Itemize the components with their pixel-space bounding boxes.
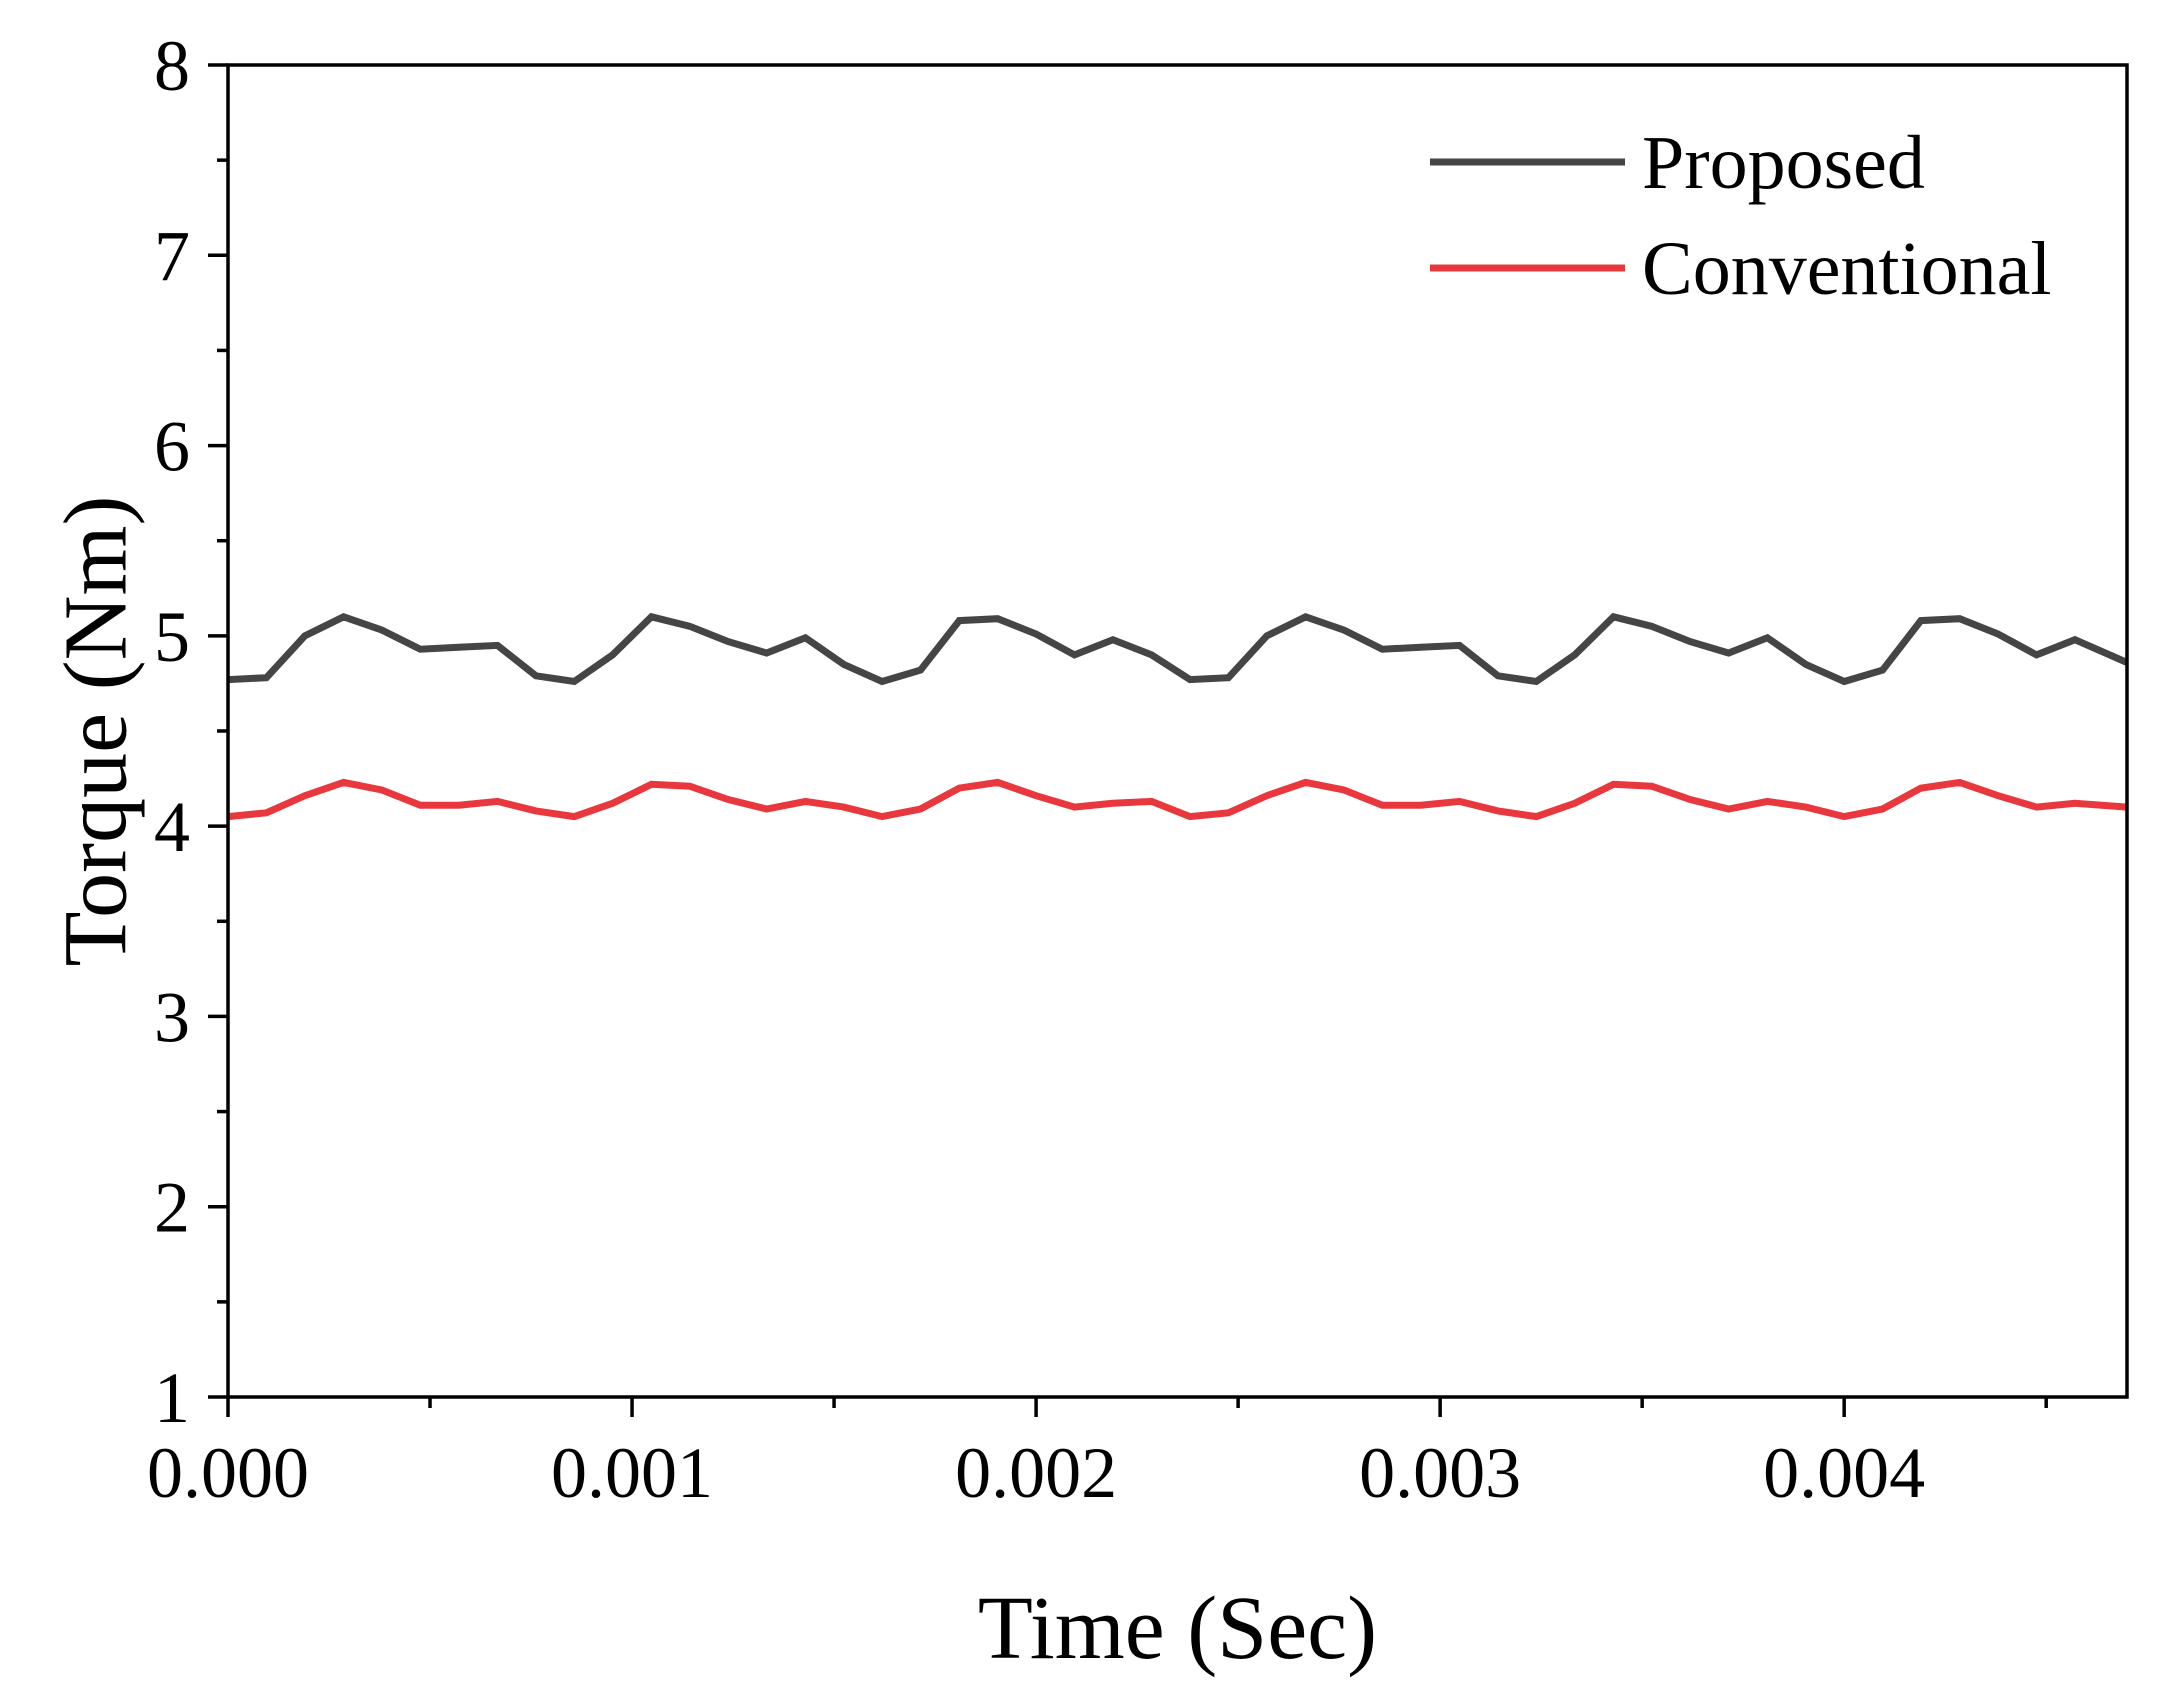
y-tick-label: 1 [154, 1358, 190, 1438]
legend-label-conventional: Conventional [1642, 227, 2052, 311]
y-tick-label: 7 [154, 216, 190, 296]
series-line-conventional [227, 778, 2128, 821]
x-tick-label: 0.000 [147, 1433, 309, 1513]
x-tick-label: 0.004 [1763, 1433, 1925, 1513]
series-line-proposed [227, 612, 2129, 686]
ticks-layer: 0.000 0.001 0.002 0.003 0.004 1 2 3 4 5 6 7 8 [147, 26, 2048, 1513]
x-axis-title: Time (Sec) [978, 1579, 1377, 1678]
legend: Proposed Conventional [1430, 121, 2052, 311]
y-tick-label: 4 [154, 787, 190, 867]
y-tick-label: 5 [154, 597, 190, 677]
y-tick-label: 6 [154, 407, 190, 487]
x-tick-label: 0.002 [955, 1433, 1117, 1513]
y-tick-label: 2 [154, 1168, 190, 1248]
series-layer [227, 612, 2129, 821]
y-axis-title: Torque (Nm) [47, 495, 146, 966]
y-tick-label: 8 [154, 26, 190, 106]
y-tick-label: 3 [154, 977, 190, 1057]
x-tick-label: 0.001 [551, 1433, 713, 1513]
x-tick-label: 0.003 [1359, 1433, 1521, 1513]
legend-label-proposed: Proposed [1642, 121, 1925, 205]
